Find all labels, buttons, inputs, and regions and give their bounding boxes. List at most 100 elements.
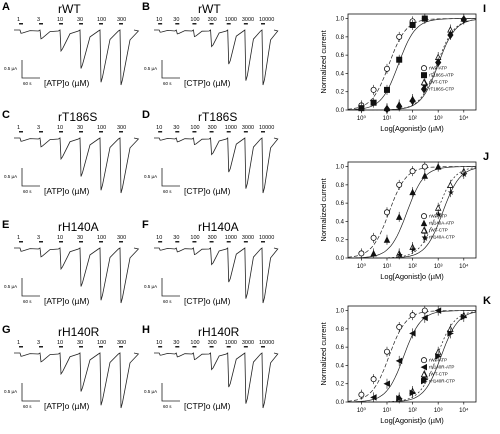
concentration-label: 1 — [17, 17, 20, 23]
application-bar — [79, 23, 83, 25]
concentration-label: 30 — [77, 17, 83, 23]
data-point — [420, 65, 427, 72]
data-point — [409, 168, 416, 175]
scale-bar — [21, 60, 40, 79]
application-bar — [119, 131, 123, 133]
current-trace — [14, 352, 140, 409]
scale-bar-current: 0.5 µA — [4, 66, 17, 71]
application-bar — [243, 23, 248, 25]
data-point — [420, 377, 428, 385]
dose-response-j: J 0.0 0.2 0.4 0.6 0.8 1.0 10⁰ 10¹ 10² 10³ 10⁴ Log[Ag… — [319, 151, 489, 281]
application-bar — [175, 131, 180, 133]
condition-label: [CTP]o (µM) — [184, 186, 231, 196]
data-point — [409, 312, 416, 319]
application-bar — [226, 346, 231, 348]
legend-entry: rWT-CTP — [429, 372, 448, 377]
condition-label: [ATP]o (µM) — [44, 401, 90, 411]
scale-bar-time: 60 s — [163, 81, 172, 86]
application-bar — [209, 23, 214, 25]
application-bar — [261, 241, 265, 243]
y-tick-label: 0.0 — [336, 400, 345, 406]
application-bar — [59, 131, 63, 133]
concentration-label: 10000 — [259, 17, 274, 23]
y-axis-label: Normalized current — [319, 321, 328, 385]
data-point — [460, 15, 467, 24]
application-bar — [99, 346, 103, 348]
current-trace — [154, 352, 279, 409]
concentration-label: 30 — [77, 235, 83, 241]
application-bar — [226, 241, 231, 243]
dose-response-plots: I 0.0 0.2 0.4 0.6 0.8 1.0 10⁰ 10¹ 10² 10³ 10⁴ Log[Ag… — [319, 3, 491, 425]
panel-title: rH140R — [58, 325, 100, 339]
condition-label: [ATP]o (µM) — [44, 186, 90, 196]
y-tick-label: 0.6 — [336, 53, 345, 59]
data-point — [420, 219, 428, 227]
panel-letter: E — [2, 219, 9, 231]
application-bar — [99, 241, 103, 243]
data-point — [420, 370, 428, 378]
condition-label: [ATP]o (µM) — [44, 78, 90, 88]
data-point: ★ — [421, 233, 428, 242]
data-point — [370, 99, 377, 106]
application-bar — [39, 241, 43, 243]
plot-frame — [347, 305, 477, 403]
application-bar — [79, 131, 83, 133]
concentration-label: 30 — [77, 340, 83, 346]
data-point — [420, 72, 427, 79]
x-axis-label: Log[Agonist]o (µM) — [380, 416, 444, 425]
data-point — [447, 181, 454, 188]
panel-letter: G — [2, 324, 11, 336]
data-point — [383, 380, 390, 387]
x-tick-label: 10⁰ — [357, 407, 367, 414]
concentration-label: 10 — [156, 125, 162, 131]
plot-frame — [347, 161, 477, 259]
current-trace — [14, 137, 140, 194]
concentration-label: 100 — [190, 235, 199, 241]
data-point — [434, 307, 442, 314]
data-point — [421, 172, 429, 179]
scale-bar-time: 60 s — [23, 299, 32, 304]
application-bar — [19, 346, 23, 348]
concentration-label: 30 — [173, 125, 179, 131]
x-axis-label: Log[Agonist]o (µM) — [380, 124, 444, 133]
y-tick-label: 1.0 — [336, 309, 345, 315]
y-tick-label: 0.0 — [336, 108, 345, 114]
application-bar — [119, 23, 123, 25]
concentration-label: 100 — [97, 125, 106, 131]
concentration-label: 1 — [17, 340, 20, 346]
application-bar — [19, 241, 23, 243]
application-bar — [59, 241, 63, 243]
scale-bar-current: 0.5 µA — [4, 174, 17, 179]
concentration-label: 300 — [117, 125, 126, 131]
x-tick-label: 10² — [408, 408, 417, 414]
concentration-label: 3000 — [242, 235, 254, 241]
data-point: ★ — [461, 170, 468, 179]
panel-title: rWT — [198, 2, 221, 16]
x-tick-label: 10⁰ — [357, 263, 367, 270]
data-point — [358, 250, 365, 257]
application-bar — [261, 23, 265, 25]
concentration-label: 300 — [208, 340, 217, 346]
scale-bar — [21, 383, 40, 402]
legend-entry: rWT-CTP — [429, 228, 448, 233]
concentration-label: 300 — [208, 125, 217, 131]
application-bar — [59, 23, 63, 25]
concentration-label: 300 — [117, 340, 126, 346]
y-tick-label: 0.8 — [336, 183, 345, 189]
dose-response-i: I 0.0 0.2 0.4 0.6 0.8 1.0 10⁰ 10¹ 10² 10³ 10⁴ Log[Ag… — [319, 3, 486, 133]
application-bar — [243, 346, 248, 348]
data-point — [434, 163, 442, 170]
application-bar — [261, 346, 265, 348]
y-tick-label: 0.2 — [336, 238, 345, 244]
concentration-label: 10 — [57, 17, 63, 23]
application-bar — [158, 241, 163, 243]
data-point — [383, 86, 390, 93]
x-tick-label: 10⁴ — [459, 407, 469, 414]
legend-entry: rT186S-CTP — [429, 87, 454, 92]
fit-curve — [347, 166, 476, 258]
scale-bar-current: 0.5 µA — [144, 389, 157, 394]
fit-curve — [347, 310, 476, 402]
concentration-label: 10000 — [259, 235, 274, 241]
